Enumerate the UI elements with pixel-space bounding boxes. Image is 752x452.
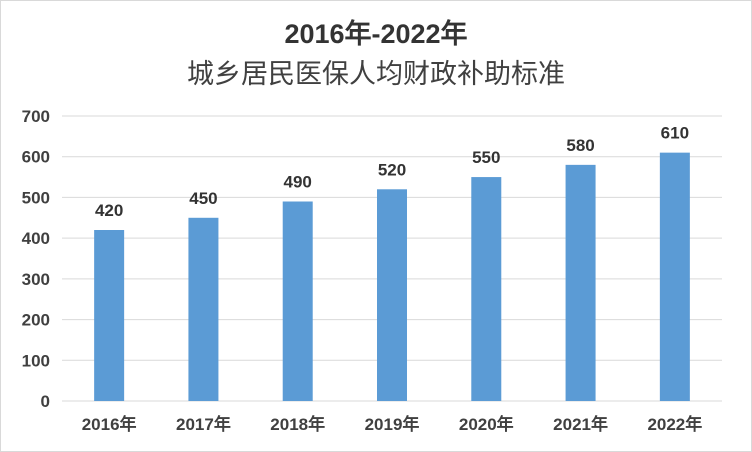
data-label: 450: [189, 189, 217, 208]
y-tick-label: 200: [22, 311, 50, 330]
bar-2019年: [377, 189, 407, 401]
data-label: 610: [661, 124, 689, 143]
chart-subtitle: 城乡居民医保人均财政补助标准: [187, 59, 565, 89]
data-label: 420: [95, 201, 123, 220]
bar-2017年: [188, 217, 219, 401]
data-label: 580: [566, 136, 594, 155]
bar-2018年: [282, 201, 313, 401]
y-tick-label: 700: [22, 107, 50, 126]
bar-2022年: [659, 152, 690, 401]
chart-title: 2016年-2022年: [284, 19, 468, 49]
data-label: 490: [284, 173, 312, 192]
data-label: 550: [472, 148, 500, 167]
x-tick-label: 2020年: [459, 414, 514, 434]
x-tick-label: 2016年: [82, 414, 137, 434]
x-tick-label: 2022年: [647, 414, 702, 434]
data-label: 520: [378, 160, 406, 179]
x-tick-label: 2019年: [365, 414, 420, 434]
y-tick-label: 500: [22, 188, 50, 207]
x-tick-label: 2021年: [553, 414, 608, 434]
bar-2020年: [471, 177, 502, 401]
bar-2016年: [94, 230, 125, 401]
y-tick-label: 400: [22, 229, 50, 248]
y-tick-label: 300: [22, 270, 50, 289]
x-tick-label: 2018年: [270, 414, 325, 434]
bar-2021年: [565, 164, 596, 401]
y-tick-label: 600: [22, 148, 50, 167]
y-tick-label: 100: [22, 351, 50, 370]
x-tick-label: 2017年: [176, 414, 231, 434]
y-tick-label: 0: [41, 392, 50, 411]
